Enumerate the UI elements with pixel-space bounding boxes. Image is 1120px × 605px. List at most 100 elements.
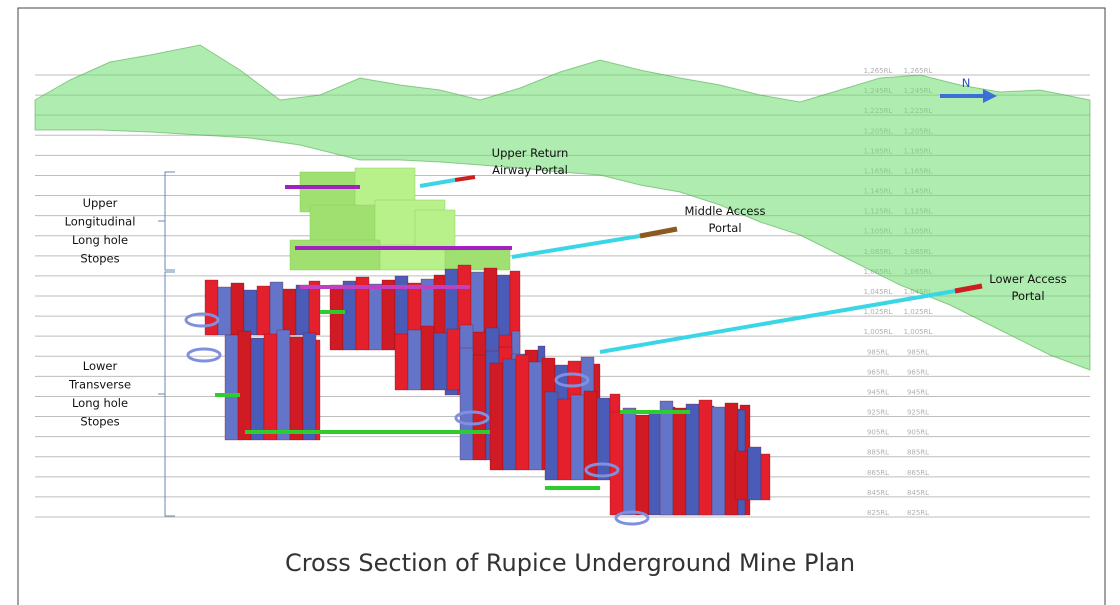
stope-column <box>609 411 624 516</box>
level-label: 965RL <box>867 368 889 376</box>
ramp-spiral <box>454 410 490 426</box>
level-label: 1,025RL <box>904 308 933 316</box>
portal-label: Portal <box>708 221 741 235</box>
zone-label: Transverse <box>68 378 131 392</box>
level-label: 825RL <box>867 509 889 517</box>
upper-stope <box>414 209 456 251</box>
upper-stope <box>289 239 381 271</box>
ramp-spiral <box>554 372 590 388</box>
stope-column <box>659 400 674 516</box>
portal-label: Airway Portal <box>492 163 568 177</box>
zone-label: Stopes <box>80 252 119 266</box>
stope-column <box>289 336 304 441</box>
north-label: N <box>962 76 971 90</box>
portal-label: Middle Access <box>684 204 765 218</box>
stope-column <box>381 279 396 351</box>
stopes <box>184 167 771 526</box>
stope-column <box>760 453 771 501</box>
zone-label: Long hole <box>72 233 128 247</box>
level-label: 925RL <box>867 409 889 417</box>
level-label: 1,045RL <box>864 288 893 296</box>
stope-column <box>263 333 278 441</box>
stope-column <box>515 354 530 471</box>
stope-column <box>315 339 321 441</box>
level-label: 925RL <box>907 409 929 417</box>
zone-label: Longitudinal <box>65 215 136 229</box>
level-label: 1,265RL <box>904 67 933 75</box>
level-label: 865RL <box>867 469 889 477</box>
stope-column <box>282 288 297 336</box>
upper-stope <box>309 204 381 246</box>
stope-column <box>256 285 271 336</box>
level-label: 965RL <box>907 368 929 376</box>
stope-column <box>433 332 448 391</box>
portal-label: Upper Return <box>492 146 569 160</box>
portal-label: Portal <box>1011 289 1044 303</box>
level-label: 945RL <box>867 388 889 396</box>
level-label: 845RL <box>867 489 889 497</box>
stope-column <box>368 283 383 351</box>
annotations: Upper Return Airway Portal Middle Access Po… <box>65 146 1067 429</box>
stope-column <box>243 289 258 336</box>
level-label: 885RL <box>907 449 929 457</box>
portal-label: Lower Access <box>989 272 1066 286</box>
level-label: 985RL <box>907 348 929 356</box>
upper-stope <box>444 249 511 271</box>
stope-column <box>698 399 713 516</box>
level-label: 1,025RL <box>864 308 893 316</box>
zone-label: Long hole <box>72 396 128 410</box>
stope-column <box>622 407 637 516</box>
stope-column <box>459 347 474 461</box>
stope-column <box>276 329 291 441</box>
stope-column <box>237 330 252 441</box>
level-label: 1,005RL <box>904 328 933 336</box>
level-label: 845RL <box>907 489 929 497</box>
stope-column <box>635 414 650 516</box>
stope-column <box>230 282 245 336</box>
ramp-spiral <box>614 510 650 526</box>
stope-column <box>502 358 517 471</box>
stope-column <box>596 397 611 481</box>
north-arrow: N <box>940 76 997 103</box>
level-label: 825RL <box>907 509 929 517</box>
ramp-spiral <box>184 312 220 328</box>
zone-label: Lower <box>83 359 118 373</box>
stope-column <box>570 394 585 481</box>
stope-column <box>672 407 687 516</box>
stope-column <box>308 280 321 336</box>
zone-label: Stopes <box>80 415 119 429</box>
stope-column <box>217 286 232 336</box>
level-label: 905RL <box>867 429 889 437</box>
stope-column <box>544 391 559 481</box>
stope-column <box>224 334 239 441</box>
ramps <box>419 175 983 354</box>
braces <box>158 171 175 517</box>
level-label: 985RL <box>867 348 889 356</box>
caption: Cross Section of Rupice Underground Mine… <box>285 549 855 577</box>
stope-column <box>407 329 422 391</box>
stope-column <box>557 398 572 481</box>
stope-column <box>295 284 310 336</box>
stope-column <box>489 362 504 471</box>
stope-column <box>711 406 726 516</box>
stope-column <box>269 281 284 336</box>
stope-column <box>302 332 317 441</box>
stope-column <box>528 361 543 471</box>
terrain <box>34 44 1091 371</box>
level-label: 1,005RL <box>864 328 893 336</box>
stope-column <box>446 328 461 391</box>
stope-column <box>420 325 435 391</box>
zone-label: Upper <box>83 196 118 210</box>
stope-column <box>250 337 265 441</box>
level-label: 1,265RL <box>864 67 893 75</box>
stope-column <box>747 446 762 501</box>
level-label: 905RL <box>907 429 929 437</box>
level-label: 885RL <box>867 449 889 457</box>
ramp-spiral <box>186 347 222 363</box>
stope-column <box>394 333 409 391</box>
ramp-spiral <box>584 462 620 478</box>
stope-column <box>472 354 487 461</box>
stope-column <box>329 284 344 351</box>
